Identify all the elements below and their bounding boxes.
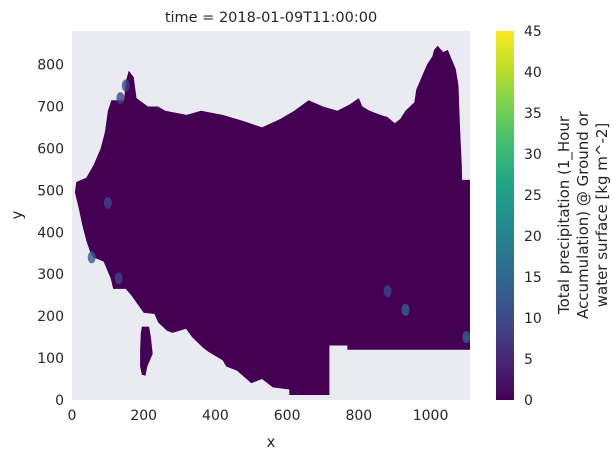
- colorbar-tick-label: 0: [524, 393, 533, 409]
- y-tick-label: 800: [37, 58, 64, 74]
- precip-spot: [114, 272, 123, 285]
- precip-region-island: [140, 326, 153, 376]
- x-tick-label: 200: [130, 408, 157, 424]
- colorbar-tick-label: 5: [524, 352, 533, 368]
- precip-spot: [103, 196, 112, 209]
- x-axis-ticks: 0 200 400 600 800 1000: [68, 408, 449, 424]
- precip-spot: [121, 79, 130, 92]
- y-tick-label: 500: [37, 183, 64, 199]
- colorbar-label-line-1: Total precipitation (1_Hour: [555, 115, 574, 315]
- heatmap-layer: [74, 45, 470, 395]
- x-tick-label: 800: [345, 408, 372, 424]
- precip-spot: [462, 331, 470, 344]
- colorbar-tick-label: 10: [524, 311, 542, 327]
- colorbar-ticks: 0 5 10 15 20 25 30 35 40 45: [524, 24, 542, 409]
- x-tick-label: 1000: [413, 408, 449, 424]
- colorbar: [496, 31, 514, 400]
- colorbar-tick-label: 20: [524, 229, 542, 245]
- colorbar-tick-label: 40: [524, 65, 542, 81]
- colorbar-label-line-2: Accumulation) @ Ground or: [574, 110, 592, 319]
- y-tick-label: 0: [55, 393, 64, 409]
- colorbar-tick-label: 25: [524, 188, 542, 204]
- y-tick-label: 600: [37, 141, 64, 157]
- colorbar-tick-label: 30: [524, 147, 542, 163]
- y-tick-label: 300: [37, 267, 64, 283]
- precip-spot: [116, 92, 125, 105]
- y-tick-label: 100: [37, 351, 64, 367]
- precip-spot: [383, 284, 392, 297]
- y-axis-ticks: 0 100 200 300 400 500 600 700 800: [37, 58, 64, 409]
- colorbar-label: Total precipitation (1_Hour Accumulation…: [555, 110, 611, 319]
- precip-spot: [87, 251, 96, 264]
- colorbar-tick-label: 35: [524, 106, 542, 122]
- x-tick-label: 400: [202, 408, 229, 424]
- colorbar-tick-label: 15: [524, 270, 542, 286]
- x-tick-label: 600: [274, 408, 301, 424]
- y-tick-label: 700: [37, 99, 64, 115]
- y-tick-label: 400: [37, 225, 64, 241]
- x-tick-label: 0: [68, 408, 77, 424]
- y-axis-label: y: [8, 210, 26, 219]
- precip-region: [74, 45, 470, 395]
- x-axis-label: x: [267, 433, 276, 451]
- colorbar-label-line-3: water surface [kg m^-2]: [593, 123, 611, 308]
- precip-spot: [401, 303, 410, 316]
- chart-title: time = 2018-01-09T11:00:00: [165, 10, 377, 26]
- y-tick-label: 200: [37, 309, 64, 325]
- colorbar-tick-label: 45: [524, 24, 542, 40]
